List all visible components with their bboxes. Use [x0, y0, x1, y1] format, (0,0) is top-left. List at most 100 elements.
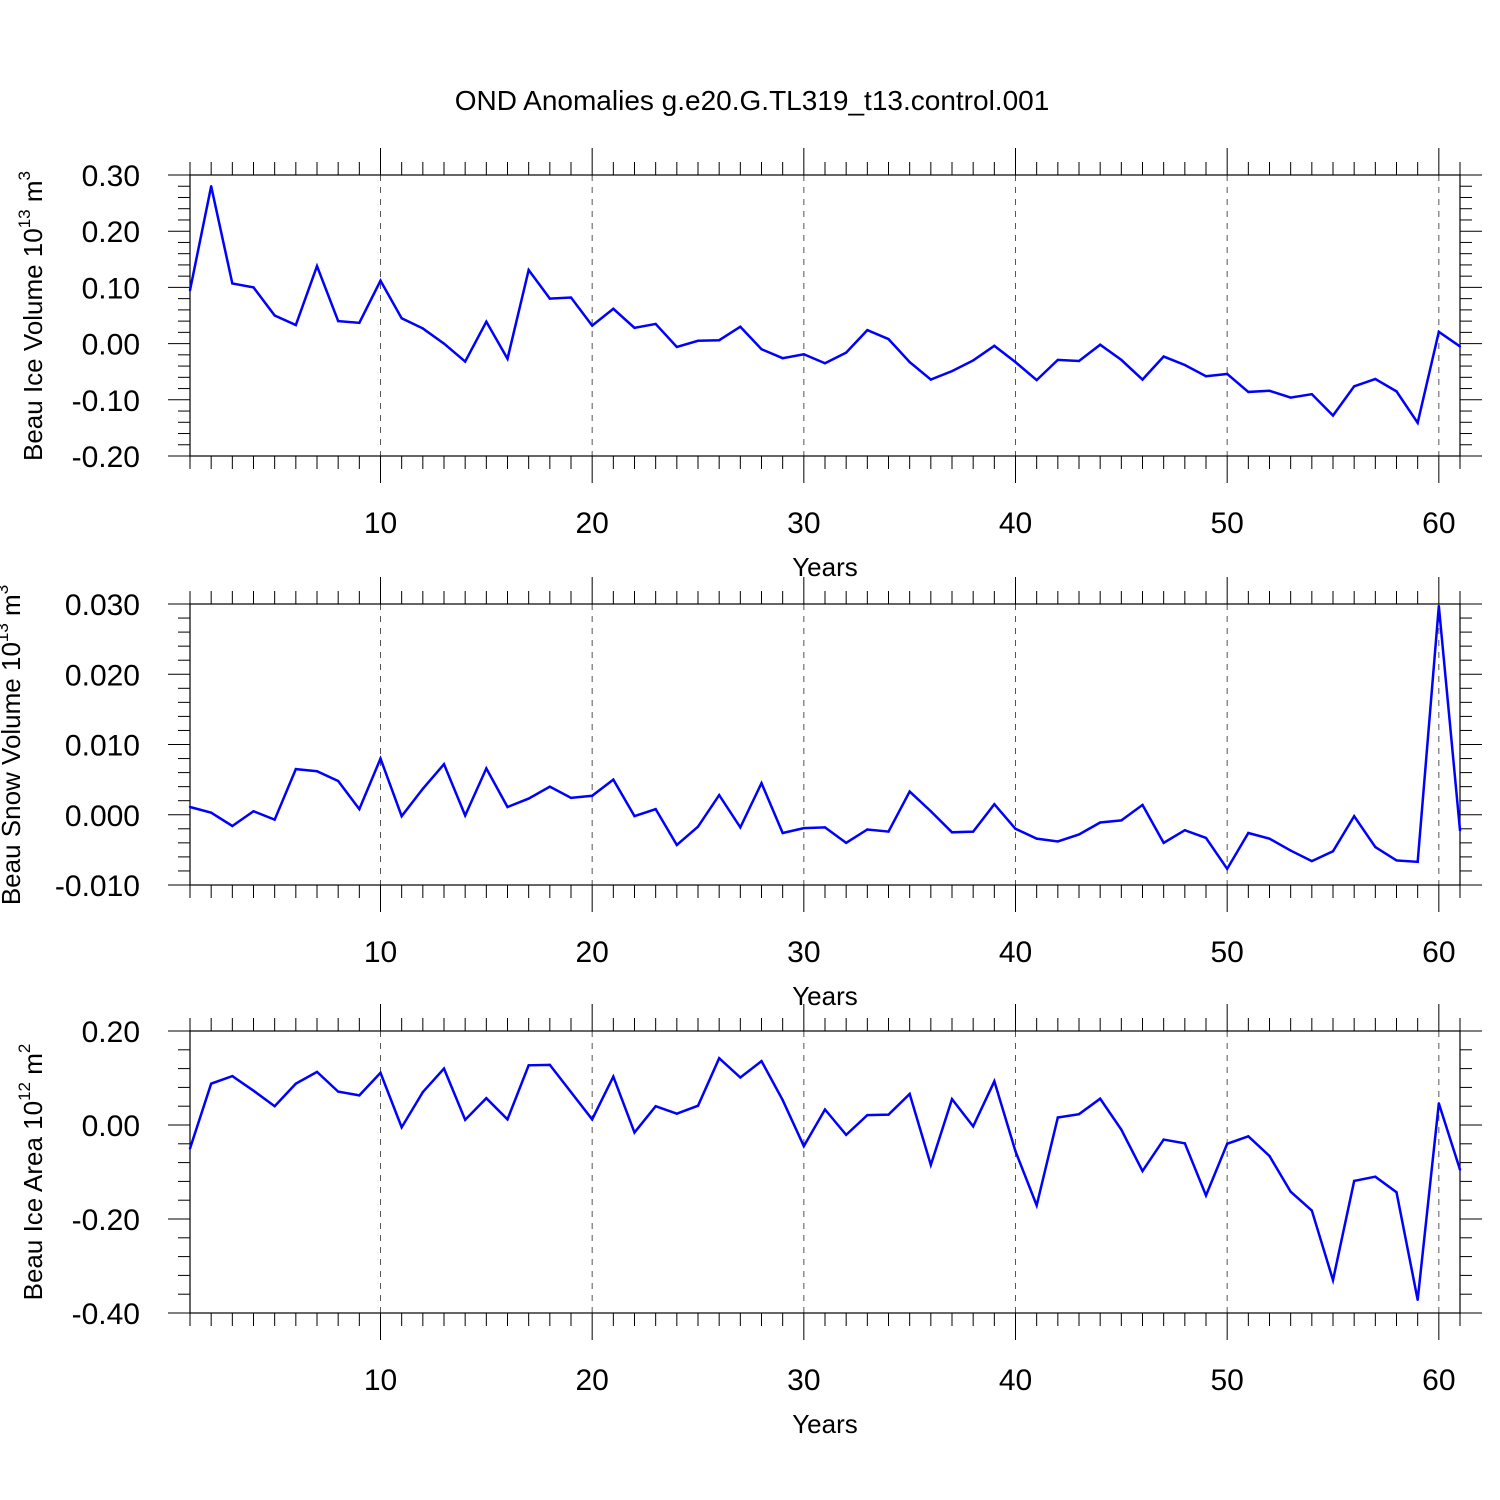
data-point [569, 1090, 573, 1094]
data-point [273, 314, 276, 317]
data-point [231, 824, 234, 828]
data-point [506, 357, 509, 360]
data-point [358, 807, 361, 811]
data-point [1437, 604, 1441, 608]
data-point [1162, 355, 1165, 358]
data-point [358, 321, 361, 325]
data-point [1331, 414, 1335, 417]
data-point [654, 322, 657, 326]
x-tick-label: 50 [1210, 507, 1243, 540]
data-point [252, 1089, 255, 1092]
data-point [1289, 396, 1292, 399]
data-point [760, 1059, 763, 1063]
data-point [421, 1090, 425, 1094]
data-point [1204, 836, 1208, 840]
data-point [400, 814, 403, 818]
data-point [1374, 377, 1377, 381]
y-tick-label: -0.20 [72, 1204, 140, 1237]
data-point [336, 779, 340, 783]
data-point [1162, 841, 1165, 845]
data-point [633, 814, 636, 818]
data-point [1120, 358, 1123, 362]
data-point [993, 344, 996, 348]
data-point [823, 362, 827, 365]
data-point [908, 790, 911, 793]
data-point [1268, 1154, 1271, 1158]
data-point [527, 797, 530, 800]
x-tick-label: 10 [364, 936, 397, 969]
data-point [294, 1082, 298, 1085]
data-point [993, 1080, 996, 1083]
data-point [379, 1071, 382, 1075]
data-point [1014, 1150, 1017, 1153]
data-point [1310, 392, 1314, 396]
y-tick-label: -0.40 [72, 1298, 140, 1331]
data-point [506, 1118, 509, 1121]
y-tick-label: 0.030 [65, 589, 140, 622]
data-point [1352, 1179, 1356, 1183]
data-point [1247, 1135, 1250, 1138]
x-tick-label: 40 [999, 936, 1032, 969]
data-point [1141, 803, 1144, 807]
data-point [950, 831, 954, 834]
data-point [971, 830, 975, 833]
data-point [993, 803, 996, 806]
data-point [548, 785, 552, 788]
data-point [781, 831, 784, 835]
data-point [1310, 1209, 1314, 1212]
data-point [336, 319, 340, 323]
data-point [1247, 390, 1250, 394]
data-point [315, 264, 319, 268]
x-tick-label: 60 [1422, 936, 1455, 969]
data-point [1098, 1097, 1102, 1100]
plot-frame [189, 174, 1461, 457]
data-point [823, 826, 827, 829]
data-point [188, 805, 192, 809]
data-point [1352, 385, 1356, 388]
data-point [1416, 421, 1419, 425]
data-point [1437, 330, 1441, 333]
chart-panel-1: -0.20 -0.10 0.00 0.10 0.20 0.30 10 20 30 40 50 60 Ye… [15, 148, 1482, 582]
data-point [442, 342, 446, 345]
data-point [675, 843, 679, 847]
data-point [612, 307, 615, 310]
data-point [315, 1070, 319, 1074]
data-point [1204, 1194, 1208, 1197]
data-point [1458, 345, 1462, 348]
data-point [188, 1147, 192, 1150]
data-point [421, 787, 425, 790]
x-tick-label: 60 [1422, 1364, 1455, 1397]
data-point [1035, 378, 1038, 382]
data-point [1374, 1175, 1377, 1178]
data-point [781, 1098, 784, 1102]
chart-title: OND Anomalies g.e20.G.TL319_t13.control.… [455, 85, 1050, 116]
data-point [887, 830, 890, 833]
data-point [231, 282, 234, 285]
data-point [1056, 358, 1060, 362]
data-point [1458, 829, 1462, 832]
data-point [739, 325, 742, 328]
data-point [294, 767, 298, 771]
data-point [358, 1094, 361, 1097]
data-point [463, 360, 467, 363]
data-point [590, 1118, 594, 1121]
data-point [1077, 359, 1081, 363]
y-tick-label: 0.20 [82, 1016, 140, 1049]
chart-panel-2: -0.010 0.000 0.010 0.020 0.030 10 20 30 40 50 60 Ye… [0, 577, 1482, 1011]
data-point [1141, 1169, 1144, 1173]
data-point [273, 818, 276, 821]
chart-panel-3: -0.40 -0.20 0.00 0.20 10 20 30 40 50 60 Years Beau … [15, 1004, 1482, 1439]
data-point [569, 296, 573, 299]
x-tick-label: 30 [787, 507, 820, 540]
data-point [866, 328, 869, 332]
data-point [421, 327, 425, 330]
data-point [612, 778, 615, 781]
data-point [1035, 837, 1038, 840]
data-point [1183, 1142, 1187, 1145]
data-point [887, 1113, 890, 1116]
x-tick-label: 20 [575, 1364, 608, 1397]
data-point [844, 841, 848, 845]
data-point [294, 323, 298, 327]
data-point [760, 781, 763, 785]
